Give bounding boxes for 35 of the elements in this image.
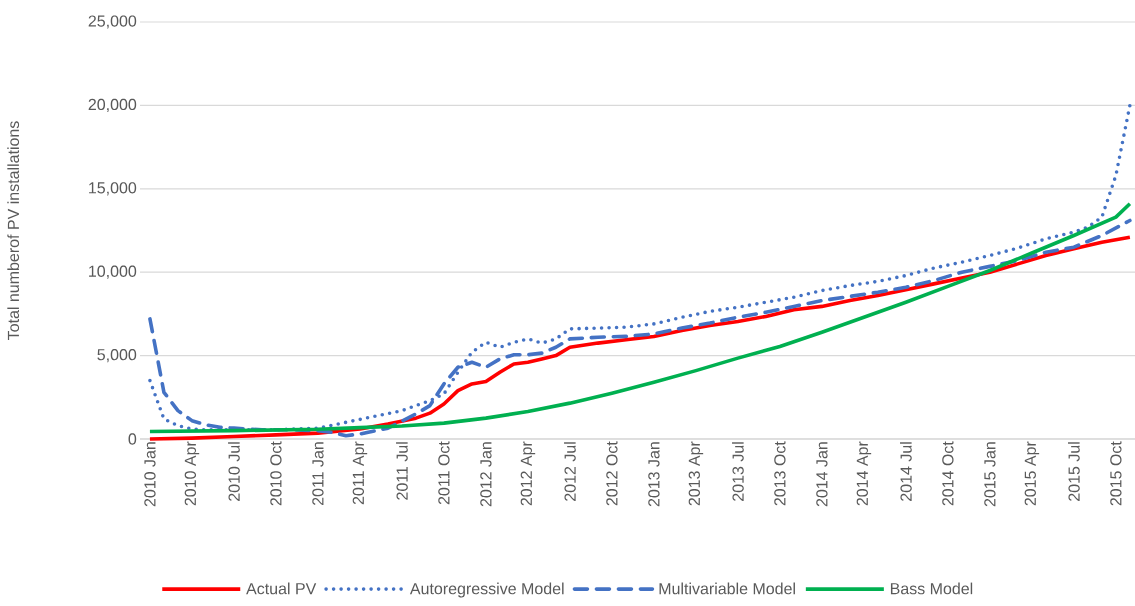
x-tick-label: 2014 Jul (900, 442, 912, 501)
y-tick-label: 0 (128, 433, 137, 445)
x-tick-label: 2010 Jan (144, 442, 156, 507)
legend-label: Bass Model (890, 582, 973, 595)
x-tick-label: 2012 Oct (606, 441, 618, 506)
x-tick-label: 2014 Apr (856, 441, 872, 506)
x-tick-label: 2011 Apr (352, 441, 368, 505)
y-tick-label: 10,000 (89, 265, 137, 279)
x-tick-label: 2013 Apr (688, 441, 704, 506)
x-tick-label: 2011 Jan (312, 442, 324, 506)
x-tick-label: 2012 Apr (520, 441, 536, 506)
y-tick-label: 15,000 (89, 182, 137, 196)
x-tick-label: 2015 Apr (1024, 441, 1040, 506)
legend-label: Multivariable Model (659, 582, 795, 595)
x-tick-label: 2011 Oct (438, 441, 450, 505)
x-tick-label: 2013 Oct (774, 441, 786, 506)
x-tick-label: 2014 Jan (816, 442, 828, 507)
y-axis-title: Total numberof PV installations (7, 121, 20, 340)
legend-label: Autoregressive Model (409, 582, 564, 598)
x-tick-label: 2013 Jan (648, 442, 660, 507)
x-tick-label: 2014 Oct (942, 441, 954, 506)
x-tick-label: 2013 Jul (732, 442, 744, 501)
x-tick-label: 2010 Apr (184, 441, 200, 506)
legend-label: Actual PV (246, 582, 317, 595)
x-tick-label: 2012 Jan (480, 442, 492, 507)
x-tick-label: 2010 Jul (228, 442, 240, 501)
x-tick-label: 2015 Jan (984, 442, 996, 507)
y-tick-label: 25,000 (88, 15, 137, 29)
y-tick-label: 20,000 (88, 98, 137, 113)
x-tick-label: 2010 Oct (270, 441, 282, 506)
y-tick-label: 5,000 (97, 348, 137, 363)
x-tick-label: 2011 Jul (396, 442, 408, 500)
x-tick-label: 2015 Jul (1068, 442, 1080, 501)
x-tick-label: 2012 Jul (564, 442, 576, 501)
x-tick-label: 2015 Oct (1110, 441, 1122, 506)
